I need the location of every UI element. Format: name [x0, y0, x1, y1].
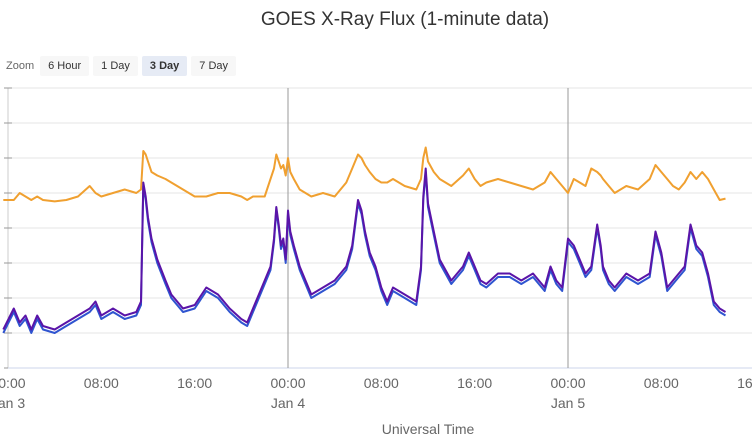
grid [4, 87, 752, 369]
x-date-label: Jan 4 [271, 395, 305, 411]
series-line-2 [2, 167, 727, 331]
series-line-0 [3, 146, 726, 203]
x-tick-label: 00:00 [0, 375, 26, 391]
zoom-3-day-button[interactable]: 3 Day [141, 56, 188, 76]
x-date-label: Jan 5 [551, 395, 585, 411]
x-axis: 00:00 Jan 3 08:00 16:00 00:00 Jan 4 08:00 16:00… [0, 375, 752, 411]
chart-title: GOES X-Ray Flux (1-minute data) [260, 9, 550, 30]
zoom-1-day-button[interactable]: 1 Day [93, 56, 138, 76]
zoom-label: Zoom [6, 60, 35, 72]
x-date-label: Jan 3 [0, 395, 25, 411]
x-tick-label: 16:00 [457, 375, 492, 391]
zoom-6-hour-button[interactable]: 6 Hour [40, 56, 90, 76]
x-tick-label: 16:00 [177, 375, 212, 391]
x-tick-label: 00:00 [550, 375, 585, 391]
zoom-7-day-button[interactable]: 7 Day [191, 56, 237, 76]
zoom-bar: Zoom 6 Hour 1 Day 3 Day 7 Day [6, 55, 240, 77]
x-tick-label: 00:00 [270, 375, 305, 391]
x-tick-label: 16:00 [737, 375, 752, 391]
x-tick-label: 08:00 [644, 375, 679, 391]
x-tick-label: 08:00 [84, 375, 119, 391]
x-axis-title: Universal Time [382, 421, 475, 437]
x-tick-label: 08:00 [364, 375, 399, 391]
series-layer [2, 146, 727, 334]
